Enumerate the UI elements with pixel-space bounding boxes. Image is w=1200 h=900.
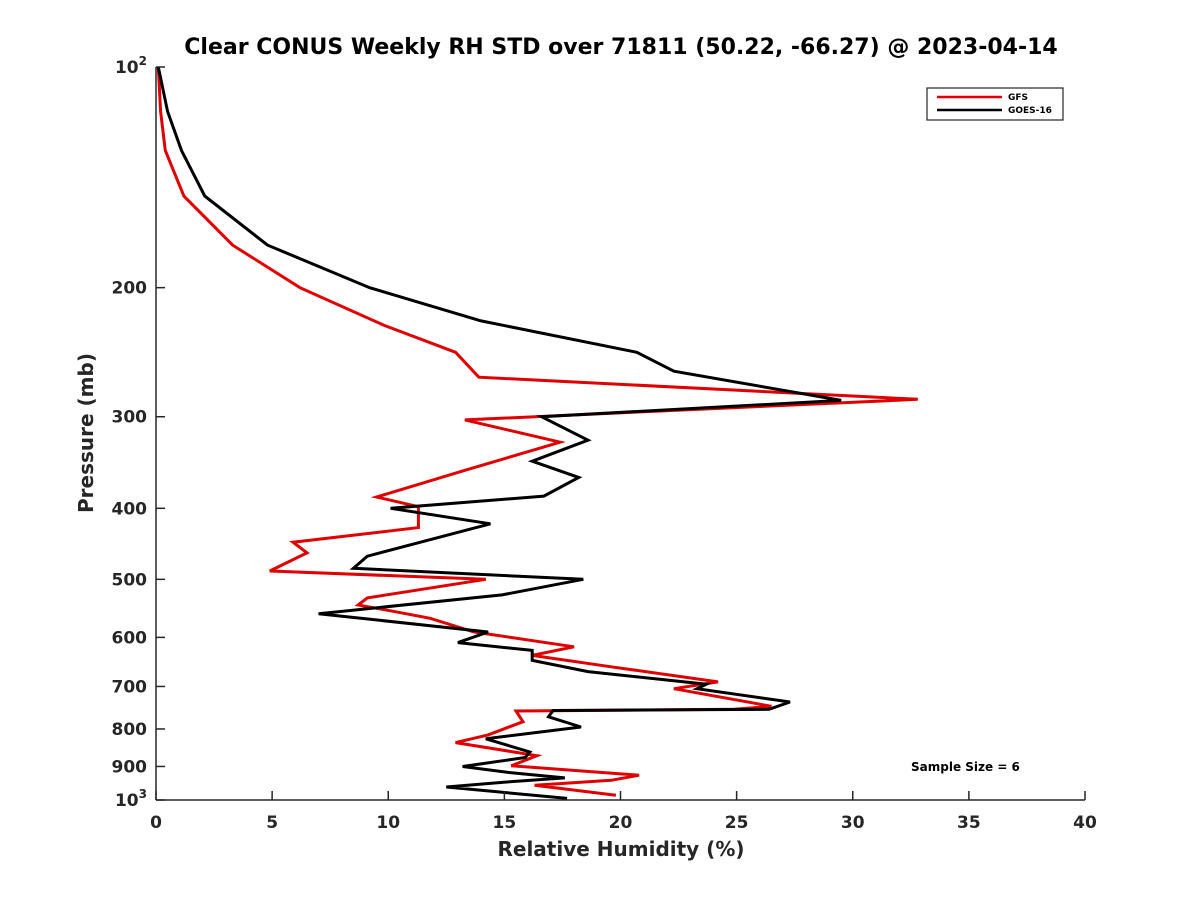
x-tick-label: 35	[957, 813, 981, 833]
y-tick-label: 800	[112, 720, 148, 740]
x-tick-label: 15	[493, 813, 517, 833]
x-tick-label: 40	[1073, 813, 1097, 833]
y-axis-label: Pressure (mb)	[74, 353, 98, 513]
series-line-gfs	[156, 66, 918, 797]
series-line-goes-16	[156, 66, 842, 800]
y-tick-label: 900	[112, 757, 148, 777]
y-tick-label: 200	[112, 279, 148, 299]
axes-layer	[155, 67, 1085, 801]
y-tick-label: 600	[112, 628, 148, 648]
chart-title: Clear CONUS Weekly RH STD over 71811 (50…	[184, 35, 1057, 60]
series-layer	[156, 66, 918, 800]
y-ticks: 102 200 300 400 500 600 700 800 900 103	[112, 54, 165, 811]
x-tick-label: 0	[150, 813, 162, 833]
x-ticks: 0 5 10 15 20 25 30 35 40	[150, 791, 1097, 833]
sample-size-annotation: Sample Size = 6	[911, 760, 1020, 774]
x-tick-label: 30	[841, 813, 865, 833]
y-tick-label: 102	[115, 54, 147, 78]
legend-label-gfs: GFS	[1008, 93, 1028, 103]
legend-box	[926, 87, 1064, 121]
x-tick-label: 20	[609, 813, 633, 833]
x-tick-label: 25	[725, 813, 749, 833]
x-tick-label: 10	[376, 813, 400, 833]
y-tick-label: 103	[115, 787, 147, 811]
y-tick-label: 500	[112, 570, 148, 590]
legend-label-goes16: GOES-16	[1008, 106, 1052, 116]
y-tick-label: 700	[112, 677, 148, 697]
legend: GFS GOES-16	[926, 87, 1064, 121]
x-tick-label: 5	[266, 813, 278, 833]
x-axis-label: Relative Humidity (%)	[497, 837, 744, 861]
y-tick-label: 400	[112, 499, 148, 519]
y-tick-label: 300	[112, 408, 148, 428]
